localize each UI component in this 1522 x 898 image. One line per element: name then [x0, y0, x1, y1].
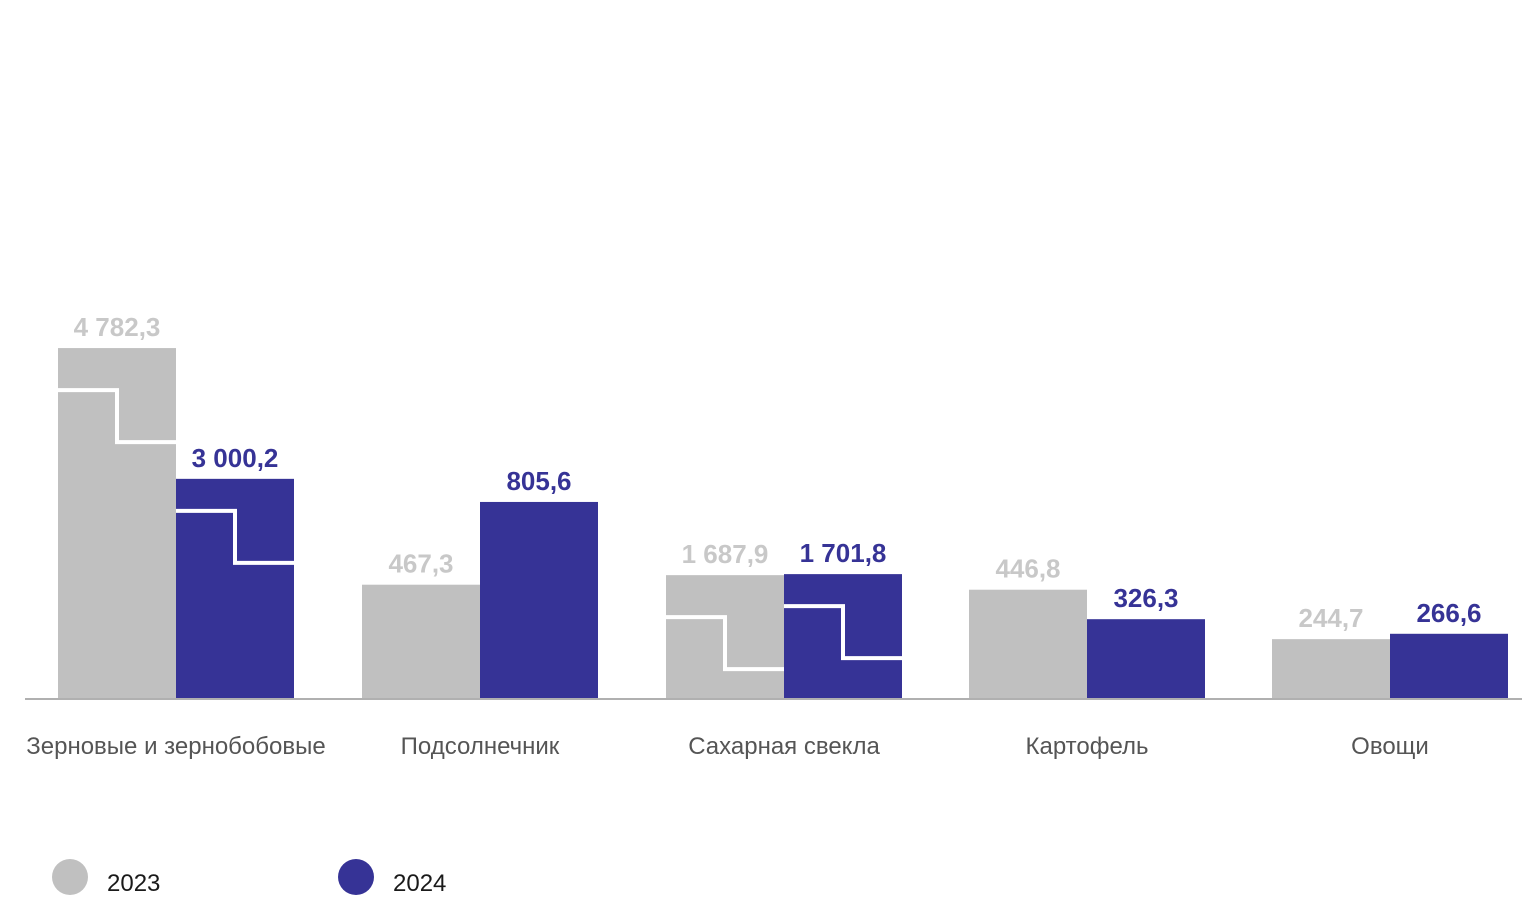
data-label-2024-3: 1 701,8 — [800, 538, 887, 568]
legend-swatch-2023 — [52, 859, 88, 895]
legend-label-2023: 2023 — [107, 870, 161, 897]
scale-break-2023-1 — [58, 388, 176, 445]
legend-swatch-2024 — [338, 859, 374, 895]
data-label-2024-4: 326,3 — [1113, 583, 1178, 613]
legend-label-2024: 2024 — [393, 870, 447, 897]
category-label-4: Картофель — [1025, 733, 1148, 760]
bar-2024-2 — [480, 501, 598, 699]
bar-2023-4 — [969, 589, 1087, 699]
scale-break-2023-3 — [666, 615, 784, 672]
data-label-2024-5: 266,6 — [1416, 598, 1481, 628]
category-label-2: Подсолнечник — [401, 733, 560, 760]
bar-2024-5 — [1390, 633, 1508, 699]
data-label-2023-5: 244,7 — [1298, 603, 1363, 633]
category-label-1: Зерновые и зернобобовые — [26, 733, 325, 760]
data-label-2024-1: 3 000,2 — [192, 443, 279, 473]
data-label-2024-2: 805,6 — [506, 466, 571, 496]
bar-2023-2 — [362, 584, 480, 699]
bar-2024-4 — [1087, 619, 1205, 699]
bar-2023-5 — [1272, 639, 1390, 699]
category-label-3: Сахарная свекла — [688, 733, 880, 760]
legend-item-2023: 2023 — [52, 856, 160, 898]
scale-break-2024-3 — [784, 604, 902, 661]
scale-break-2024-1 — [176, 508, 294, 565]
data-label-2023-4: 446,8 — [995, 554, 1060, 584]
category-label-5: Овощи — [1351, 733, 1429, 760]
bar-chart: 4 782,3 3 000,2 Зерновые и зернобобовые 467… — [25, 312, 1522, 760]
legend-item-2024: 2024 — [338, 856, 446, 898]
data-label-2023-3: 1 687,9 — [682, 539, 769, 569]
data-label-2023-1: 4 782,3 — [74, 312, 161, 342]
data-label-2023-2: 467,3 — [388, 549, 453, 579]
